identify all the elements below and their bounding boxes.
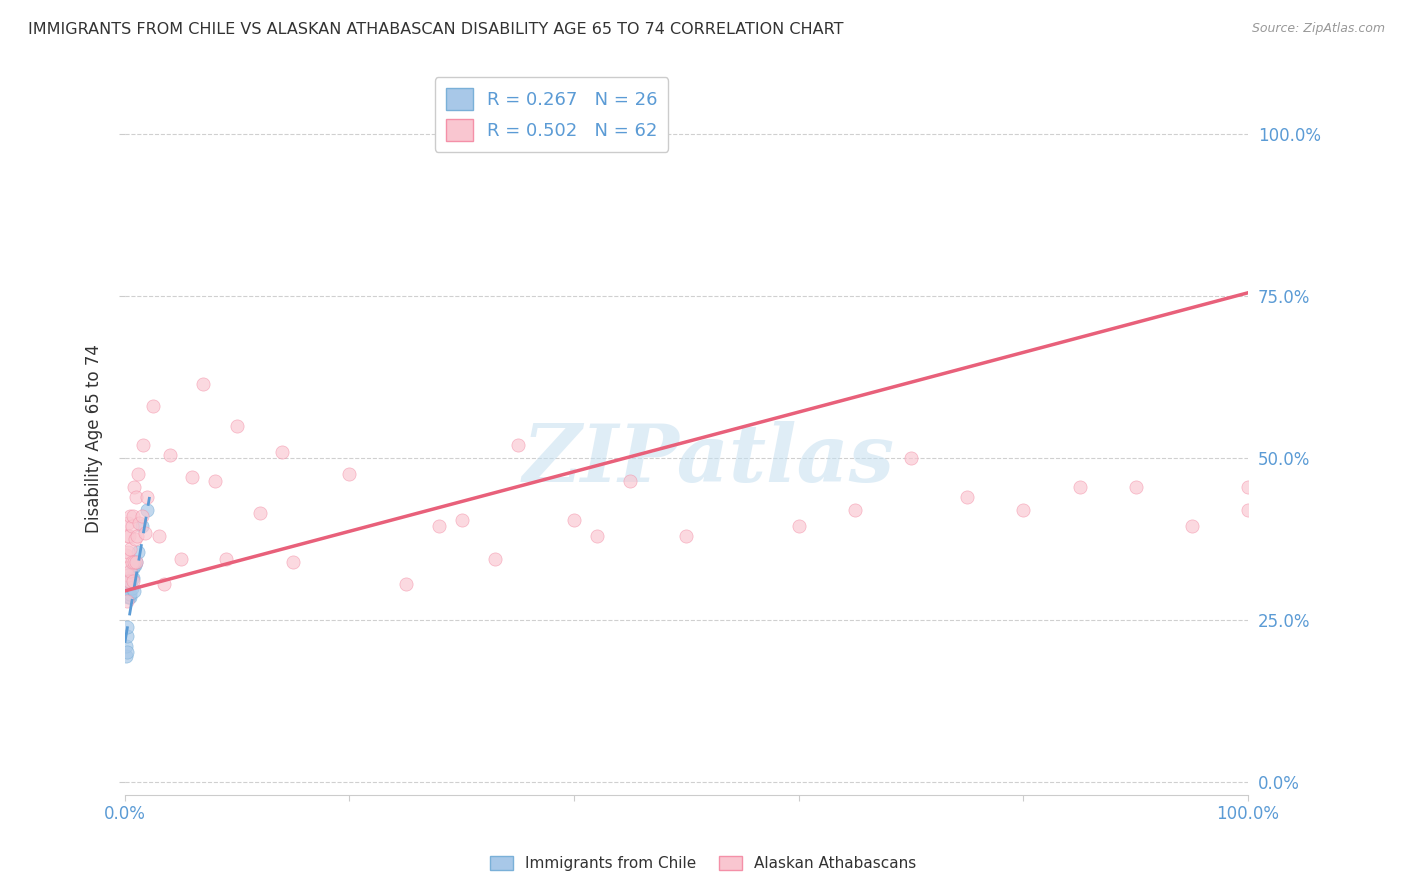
Point: [118, 591, 141, 605]
Point: [120, 574, 142, 589]
Point: [562, 513, 585, 527]
Point: [121, 581, 143, 595]
Point: [117, 587, 139, 601]
Point: [204, 474, 226, 488]
Legend: Immigrants from Chile, Alaskan Athabascans: Immigrants from Chile, Alaskan Athabasca…: [484, 850, 922, 877]
Point: [1012, 503, 1035, 517]
Point: [115, 593, 138, 607]
Y-axis label: Disability Age 65 to 74: Disability Age 65 to 74: [86, 344, 103, 533]
Point: [159, 448, 181, 462]
Text: Source: ZipAtlas.com: Source: ZipAtlas.com: [1251, 22, 1385, 36]
Point: [117, 545, 139, 559]
Point: [131, 519, 153, 533]
Point: [844, 503, 866, 517]
Point: [115, 548, 138, 562]
Point: [339, 467, 361, 482]
Point: [122, 480, 145, 494]
Point: [215, 551, 238, 566]
Point: [283, 555, 305, 569]
Point: [249, 506, 271, 520]
Point: [121, 555, 143, 569]
Point: [193, 376, 215, 391]
Point: [124, 532, 146, 546]
Point: [115, 619, 138, 633]
Point: [170, 551, 193, 566]
Point: [142, 399, 165, 413]
Point: [117, 516, 139, 530]
Point: [787, 519, 810, 533]
Point: [127, 467, 149, 482]
Point: [484, 551, 506, 566]
Point: [121, 571, 143, 585]
Point: [118, 529, 141, 543]
Point: [120, 509, 142, 524]
Point: [117, 583, 139, 598]
Point: [115, 648, 138, 663]
Point: [134, 525, 156, 540]
Point: [427, 519, 450, 533]
Point: [271, 444, 294, 458]
Point: [115, 529, 138, 543]
Point: [226, 418, 249, 433]
Point: [181, 470, 204, 484]
Point: [117, 567, 139, 582]
Point: [115, 577, 138, 591]
Point: [121, 519, 143, 533]
Point: [127, 529, 149, 543]
Point: [118, 581, 141, 595]
Point: [125, 490, 148, 504]
Point: [1069, 480, 1091, 494]
Text: ZIPatlas: ZIPatlas: [523, 421, 896, 499]
Point: [115, 629, 138, 643]
Point: [956, 490, 979, 504]
Point: [121, 509, 143, 524]
Text: IMMIGRANTS FROM CHILE VS ALASKAN ATHABASCAN DISABILITY AGE 65 TO 74 CORRELATION : IMMIGRANTS FROM CHILE VS ALASKAN ATHABAS…: [28, 22, 844, 37]
Point: [122, 558, 145, 572]
Point: [1125, 480, 1147, 494]
Point: [125, 555, 148, 569]
Point: [394, 577, 416, 591]
Point: [131, 509, 153, 524]
Point: [148, 529, 170, 543]
Point: [128, 516, 150, 530]
Point: [118, 574, 141, 589]
Point: [132, 438, 155, 452]
Point: [900, 451, 922, 466]
Point: [136, 490, 159, 504]
Point: [1237, 480, 1260, 494]
Point: [121, 571, 143, 585]
Point: [125, 555, 148, 569]
Point: [506, 438, 529, 452]
Point: [117, 591, 139, 605]
Point: [121, 561, 143, 575]
Point: [122, 583, 145, 598]
Point: [1181, 519, 1204, 533]
Point: [450, 513, 472, 527]
Point: [675, 529, 697, 543]
Point: [115, 561, 138, 575]
Point: [1237, 503, 1260, 517]
Point: [585, 529, 607, 543]
Point: [121, 574, 143, 589]
Point: [120, 591, 142, 605]
Point: [117, 581, 139, 595]
Point: [136, 503, 159, 517]
Point: [124, 558, 146, 572]
Point: [619, 474, 641, 488]
Point: [115, 639, 138, 653]
Point: [122, 555, 145, 569]
Point: [115, 645, 138, 659]
Point: [118, 571, 141, 585]
Point: [120, 565, 142, 579]
Point: [120, 541, 142, 556]
Point: [120, 587, 142, 601]
Legend: R = 0.267   N = 26, R = 0.502   N = 62: R = 0.267 N = 26, R = 0.502 N = 62: [434, 77, 668, 152]
Point: [127, 545, 149, 559]
Point: [153, 577, 176, 591]
